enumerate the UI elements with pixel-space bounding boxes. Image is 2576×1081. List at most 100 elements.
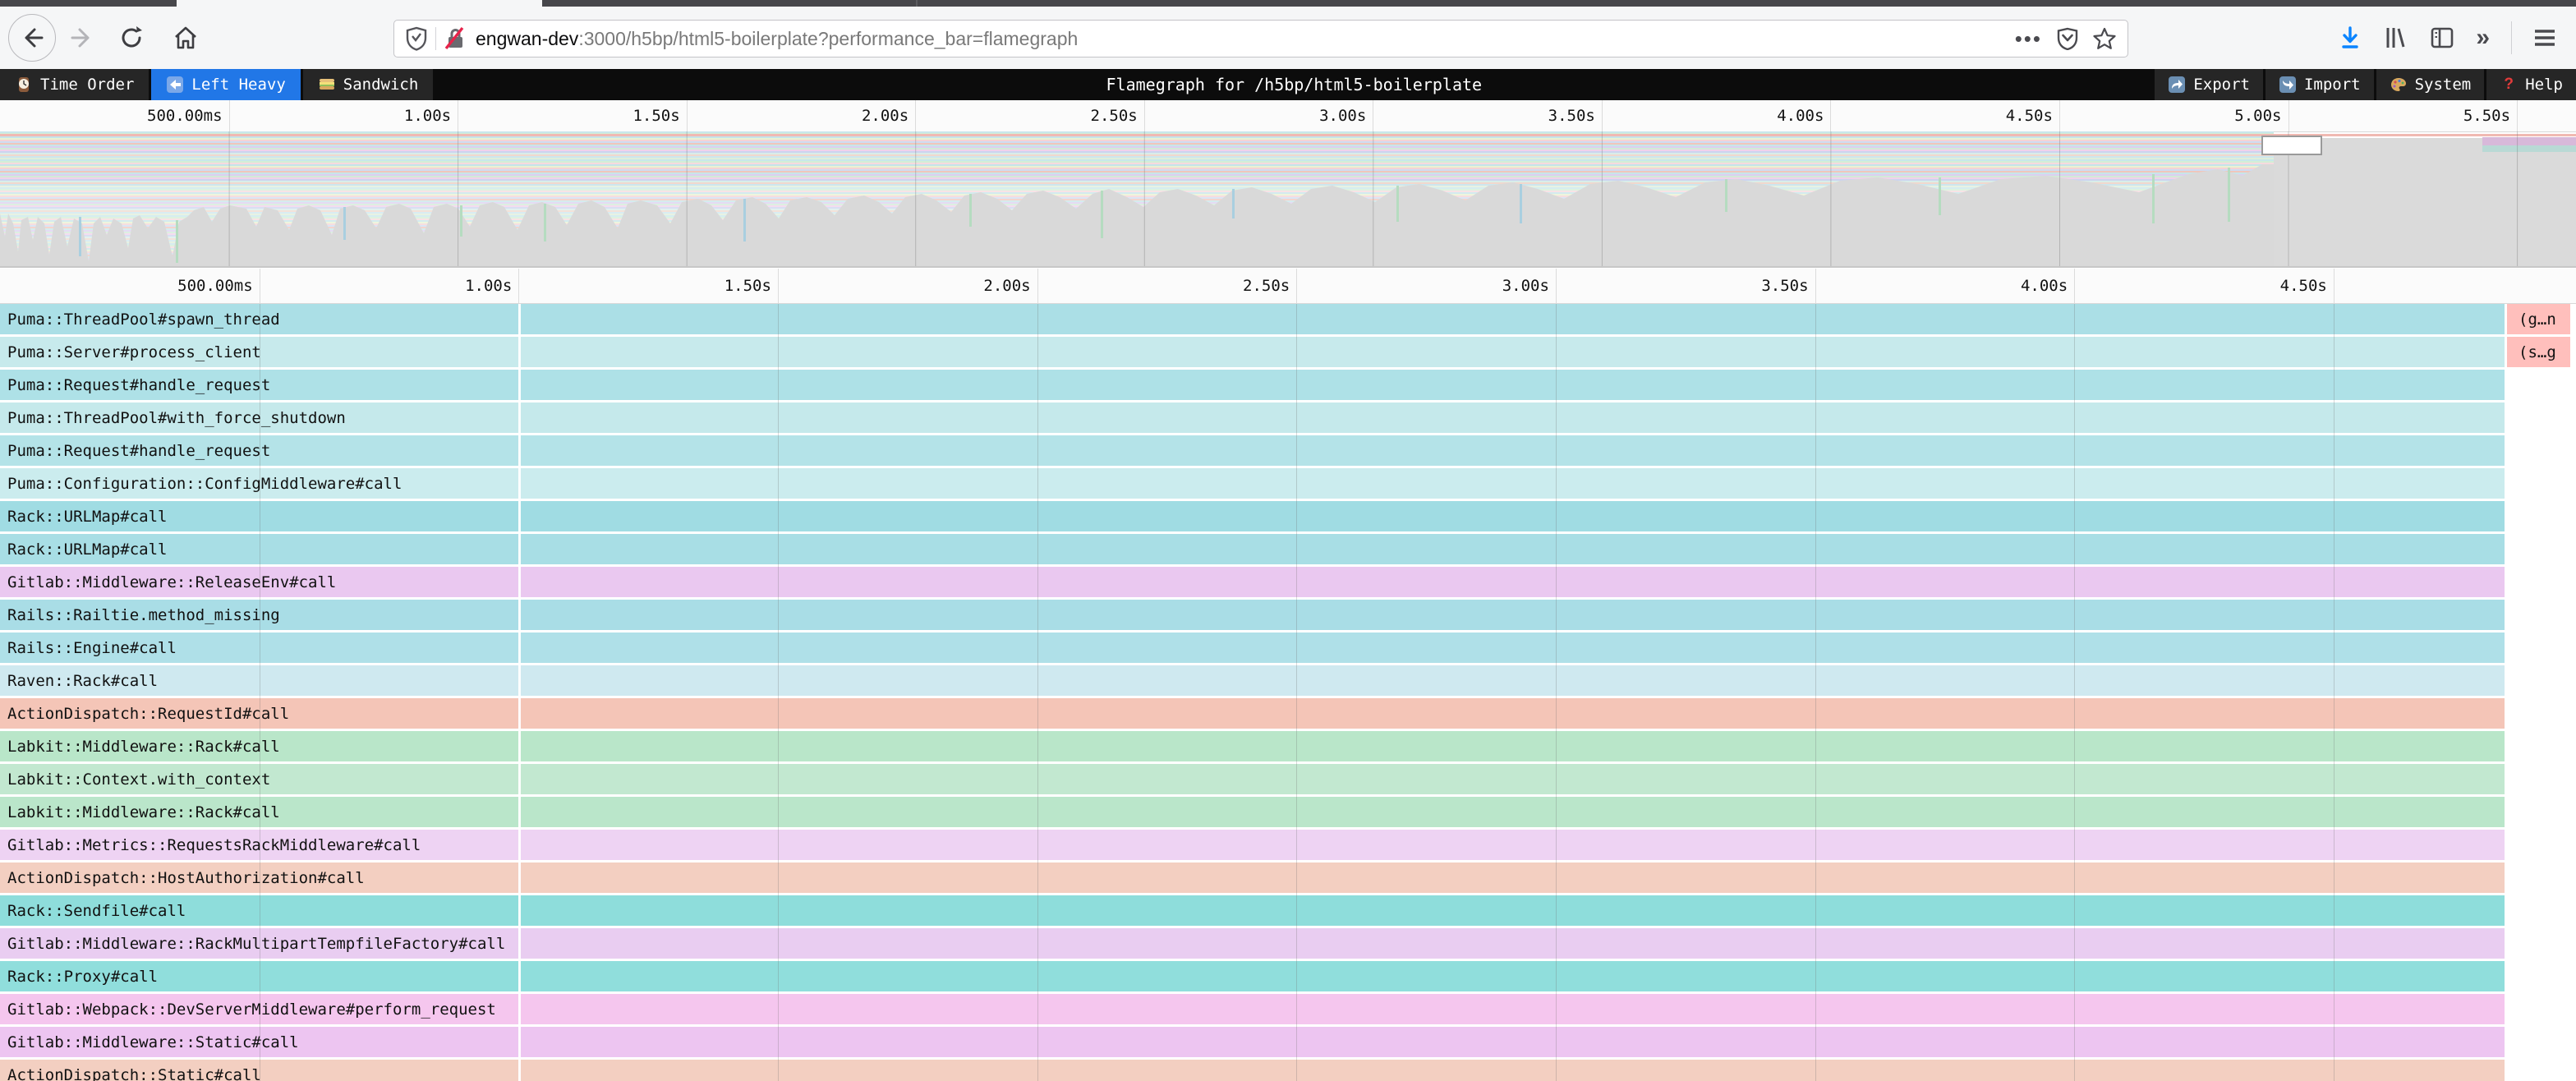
frame-bar[interactable]: Raven::Rack#call xyxy=(0,665,2505,696)
frame-label: Rack::URLMap#call xyxy=(7,507,168,526)
frame-bar[interactable]: Labkit::Context.with_context xyxy=(0,764,2505,794)
lock-slash-icon[interactable] xyxy=(444,26,466,51)
frame-bar[interactable]: Rails::Railtie.method_missing xyxy=(0,600,2505,630)
bookmark-star-icon[interactable] xyxy=(2093,27,2116,50)
frame-label: Labkit::Middleware::Rack#call xyxy=(7,737,280,756)
frame-label: Labkit::Context.with_context xyxy=(7,770,271,789)
flame-row: Labkit::Middleware::Rack#call xyxy=(0,731,2576,761)
minimap[interactable] xyxy=(0,131,2576,268)
ruler-tick-label: 2.50s xyxy=(1243,277,1290,295)
tab-left-heavy[interactable]: Left Heavy xyxy=(151,69,301,100)
export-button[interactable]: Export xyxy=(2155,69,2263,100)
minimap-gridlines xyxy=(228,131,2518,266)
frame-bar[interactable]: Puma::Request#handle_request xyxy=(0,370,2505,400)
frame-label: Puma::Server#process_client xyxy=(7,343,261,361)
ruler-tick xyxy=(686,100,688,131)
ruler-tick-label: 1.00s xyxy=(465,277,513,295)
active-tab[interactable] xyxy=(177,0,542,7)
flame-row: Rack::URLMap#call xyxy=(0,501,2576,531)
frame-bar[interactable]: Gitlab::Webpack::DevServerMiddleware#per… xyxy=(0,994,2505,1024)
url-text[interactable]: engwan-dev:3000/h5bp/html5-boilerplate?p… xyxy=(476,28,2008,50)
frame-bar[interactable]: Labkit::Middleware::Rack#call xyxy=(0,731,2505,761)
frame-label: Rails::Engine#call xyxy=(7,638,177,657)
library-icon[interactable] xyxy=(2384,25,2408,50)
frame-bar[interactable]: ActionDispatch::Static#call xyxy=(0,1060,2505,1081)
flame-row: Labkit::Context.with_context xyxy=(0,764,2576,794)
url-bar[interactable]: engwan-dev:3000/h5bp/html5-boilerplate?p… xyxy=(393,20,2128,58)
ruler-tick xyxy=(915,100,917,131)
ruler-tick xyxy=(1143,100,1145,131)
frame-bar[interactable]: ActionDispatch::RequestId#call xyxy=(0,698,2505,729)
sidebar-icon[interactable] xyxy=(2430,25,2454,50)
reload-button[interactable] xyxy=(112,18,151,58)
frame-bar[interactable]: Rails::Engine#call xyxy=(0,632,2505,663)
frame-label: Puma::ThreadPool#spawn_thread xyxy=(7,310,280,329)
frame-bar-gc[interactable]: (s…g xyxy=(2507,337,2570,367)
flame-row: Gitlab::Metrics::RequestsRackMiddleware#… xyxy=(0,830,2576,860)
flame-row: Puma::ThreadPool#spawn_thread (g…n xyxy=(0,304,2576,334)
action-label: System xyxy=(2414,76,2472,94)
frame-label: Gitlab::Middleware::ReleaseEnv#call xyxy=(7,573,337,591)
ruler-tick xyxy=(2288,100,2289,131)
help-button[interactable]: ? Help xyxy=(2486,69,2576,100)
frame-bar[interactable]: Puma::ThreadPool#with_force_shutdown xyxy=(0,402,2505,433)
system-button[interactable]: System xyxy=(2376,69,2485,100)
frame-bar-gc[interactable]: (g…n xyxy=(2507,304,2570,334)
flame-row: Puma::Request#handle_request xyxy=(0,435,2576,466)
frame-bar[interactable]: Rack::Proxy#call xyxy=(0,961,2505,991)
minimap-spikes xyxy=(79,168,2230,263)
forward-button[interactable] xyxy=(62,18,102,58)
frame-label: ActionDispatch::HostAuthorization#call xyxy=(7,868,365,887)
minimap-tail-stripe-cyan xyxy=(2482,145,2576,152)
url-path: :3000/h5bp/html5-boilerplate?performance… xyxy=(578,27,1079,49)
ruler-tick-label: 4.00s xyxy=(2020,277,2068,295)
ruler-tick xyxy=(1815,269,1816,303)
export-arrow-emoji xyxy=(2168,76,2186,94)
flame-row: Gitlab::Middleware::Static#call xyxy=(0,1027,2576,1057)
minimap-empty-region xyxy=(2274,138,2576,266)
frame-bar[interactable]: ActionDispatch::HostAuthorization#call xyxy=(0,862,2505,893)
frame-bar[interactable]: Puma::Server#process_client xyxy=(0,337,2505,367)
flame-row: Gitlab::Webpack::DevServerMiddleware#per… xyxy=(0,994,2576,1024)
frame-bar[interactable]: Gitlab::Middleware::ReleaseEnv#call xyxy=(0,567,2505,597)
minimap-viewport[interactable] xyxy=(2261,136,2322,155)
frame-bar[interactable]: Gitlab::Middleware::RackMultipartTempfil… xyxy=(0,928,2505,959)
ruler-tick-label: 4.50s xyxy=(2005,107,2053,125)
menu-icon[interactable] xyxy=(2533,28,2556,48)
flamegraph-title: Flamegraph for /h5bp/html5-boilerplate xyxy=(1106,75,1483,94)
flame-row: Puma::Request#handle_request xyxy=(0,370,2576,400)
download-icon[interactable] xyxy=(2338,25,2362,50)
ruler-tick xyxy=(1555,269,1557,303)
frame-bar[interactable]: Rack::URLMap#call xyxy=(0,534,2505,564)
ruler-tick-label: 5.50s xyxy=(2463,107,2511,125)
flame-row: ActionDispatch::HostAuthorization#call xyxy=(0,862,2576,893)
pocket-icon[interactable] xyxy=(2057,27,2078,50)
back-button[interactable] xyxy=(8,14,56,62)
page-actions-icon[interactable]: ••• xyxy=(2014,25,2042,51)
overflow-chevron-icon[interactable]: » xyxy=(2476,24,2490,51)
frame-bar[interactable]: Puma::ThreadPool#spawn_thread xyxy=(0,304,2505,334)
flame-row: ActionDispatch::RequestId#call xyxy=(0,698,2576,729)
frame-label: ActionDispatch::RequestId#call xyxy=(7,704,290,723)
import-button[interactable]: Import xyxy=(2265,69,2374,100)
frame-bar[interactable]: Gitlab::Metrics::RequestsRackMiddleware#… xyxy=(0,830,2505,860)
tab-strip xyxy=(0,0,2576,7)
frame-bar[interactable]: Rack::Sendfile#call xyxy=(0,895,2505,926)
shield-icon[interactable] xyxy=(406,26,427,51)
tab-sandwich[interactable]: Sandwich xyxy=(302,69,434,100)
reload-icon xyxy=(122,26,142,48)
frame-label: Rack::Sendfile#call xyxy=(7,901,186,920)
tab-time-order[interactable]: Time Order xyxy=(0,69,150,100)
frame-bar[interactable]: Rack::URLMap#call xyxy=(0,501,2505,531)
ruler-tick-label: 2.50s xyxy=(1090,107,1138,125)
tab-label: Time Order xyxy=(40,76,135,94)
frame-bar[interactable]: Labkit::Middleware::Rack#call xyxy=(0,797,2505,827)
frame-bar[interactable]: Puma::Configuration::ConfigMiddleware#ca… xyxy=(0,468,2505,499)
frame-bar[interactable]: Gitlab::Middleware::Static#call xyxy=(0,1027,2505,1057)
frame-bar[interactable]: Puma::Request#handle_request xyxy=(0,435,2505,466)
ruler-tick-label: 500.00ms xyxy=(177,277,253,295)
flame-row: ActionDispatch::Static#call xyxy=(0,1060,2576,1081)
home-button[interactable] xyxy=(166,18,205,58)
url-host: engwan-dev xyxy=(476,27,579,49)
